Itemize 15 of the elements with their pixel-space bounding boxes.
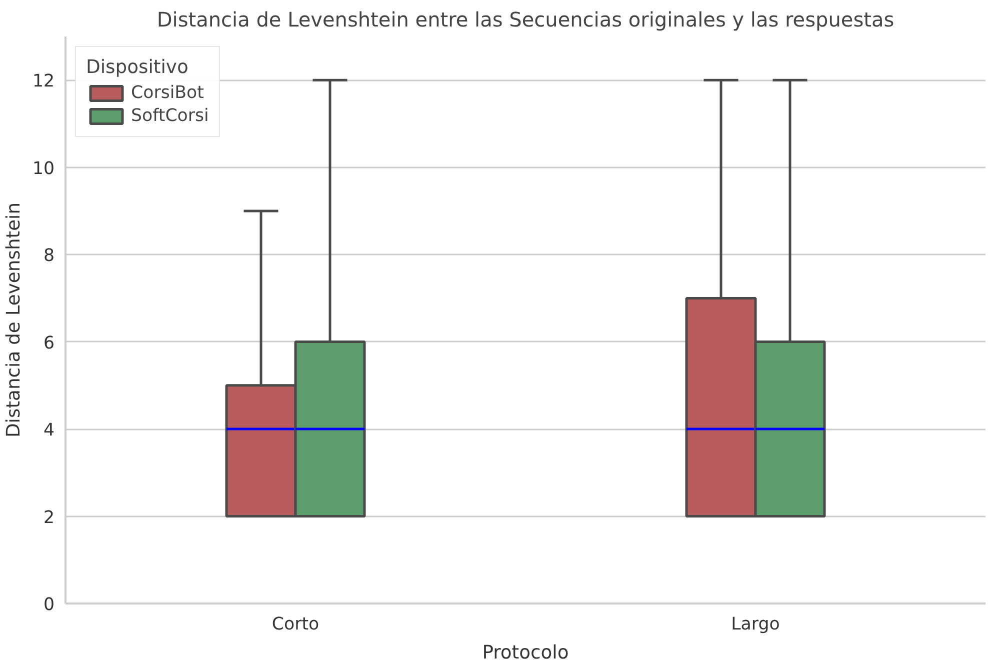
x-tick-label: Largo [731,614,780,634]
x-tick-label: Corto [272,614,320,634]
y-tick-label: 4 [43,420,55,441]
legend-title: Dispositivo [86,57,190,78]
y-tick-label: 8 [43,246,55,266]
y-tick-label: 6 [43,333,55,354]
y-tick-label: 2 [43,508,55,528]
legend-label: SoftCorsi [131,106,209,126]
y-tick-label: 0 [43,595,55,615]
y-axis-title: Distancia de Levenshtein [3,202,24,438]
y-tick-label: 12 [32,72,55,92]
x-axis-title: Protocolo [482,642,569,664]
y-tick-label: 10 [32,158,55,179]
legend-label: CorsiBot [131,83,204,103]
chart-title: Distancia de Levenshtein entre las Secuencias originales y las respuestas [156,8,894,32]
